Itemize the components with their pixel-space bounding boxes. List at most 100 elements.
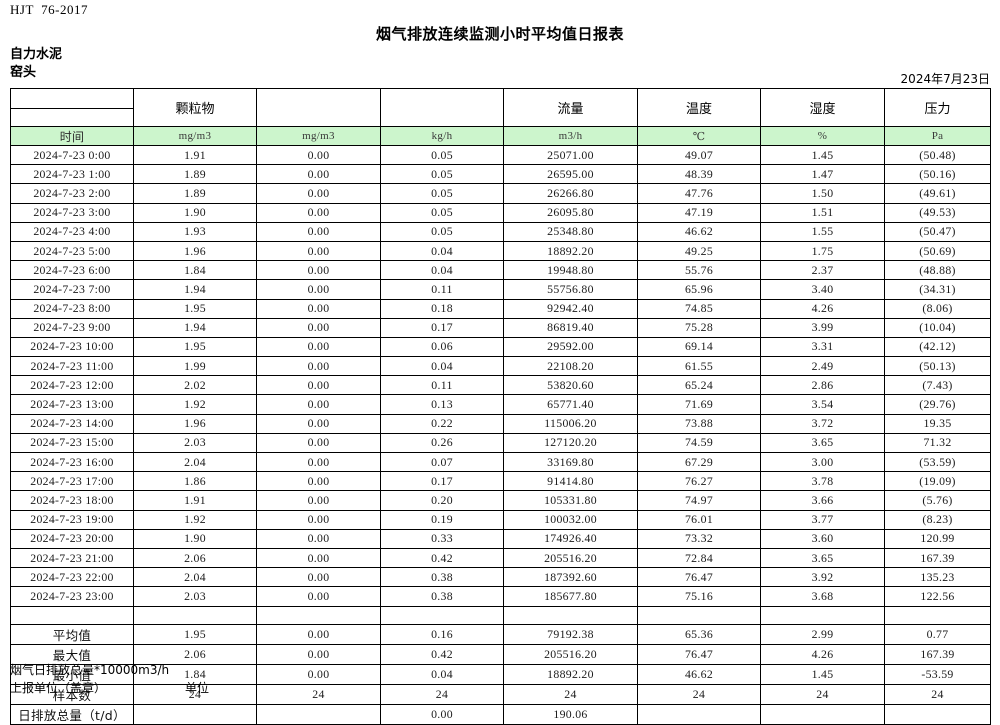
- cell-humidity: 3.72: [760, 413, 885, 434]
- header-unit-time: 时间: [10, 126, 134, 146]
- cell-c2: 0.00: [256, 221, 381, 242]
- cell-c2: 0.00: [256, 490, 381, 511]
- cell-c3: 0.11: [380, 279, 504, 300]
- cell-time: 2024-7-23 8:00: [10, 298, 134, 319]
- cell-c2: 0.00: [256, 164, 381, 185]
- cell-temperature: 65.24: [637, 375, 761, 396]
- daily-total-cell-c1: [133, 703, 257, 725]
- spacer-cell: [884, 605, 991, 625]
- table-row: 2024-7-23 4:00 1.93 0.00 0.05 25348.80 46.62 1…: [10, 221, 991, 242]
- cell-humidity: 3.78: [760, 471, 885, 492]
- cell-c1: 1.91: [133, 144, 257, 166]
- cell-pressure: (49.61): [884, 183, 991, 204]
- cell-time: 2024-7-23 7:00: [10, 279, 134, 300]
- cell-c2: 0.00: [256, 509, 381, 530]
- cell-flow: 65771.40: [503, 394, 638, 415]
- header-row-blank-top: 颗粒物 流量 温度 湿度 压力: [10, 88, 991, 127]
- cell-c2: 0.00: [256, 356, 381, 377]
- cell-c2: 0.00: [256, 471, 381, 492]
- cell-pressure: (34.31): [884, 279, 991, 300]
- cell-flow: 33169.80: [503, 451, 638, 473]
- cell-c1: 2.03: [133, 432, 257, 454]
- spacer-cell: [10, 605, 134, 625]
- header-cell-time-blank-bottom: [10, 108, 134, 127]
- cell-c1: 1.90: [133, 202, 257, 223]
- cell-temperature: 76.01: [637, 509, 761, 530]
- cell-c1: 1.93: [133, 221, 257, 242]
- cell-pressure: 71.32: [884, 432, 991, 454]
- cell-c3: 0.17: [380, 471, 504, 492]
- summary-cell-pressure: 24: [884, 683, 991, 705]
- header-unit-c2: mg/m3: [256, 126, 381, 146]
- header-unit-c1: mg/m3: [133, 126, 257, 146]
- table-row: 2024-7-23 14:00 1.96 0.00 0.22 115006.20 73.8…: [10, 413, 991, 434]
- cell-flow: 26095.80: [503, 202, 638, 223]
- cell-temperature: 69.14: [637, 336, 761, 358]
- cell-flow: 53820.60: [503, 375, 638, 396]
- cell-c3: 0.06: [380, 336, 504, 358]
- cell-flow: 25348.80: [503, 221, 638, 242]
- cell-temperature: 46.62: [637, 221, 761, 242]
- summary-cell-pressure: 167.39: [884, 643, 991, 665]
- summary-cell-temperature: 46.62: [637, 663, 761, 685]
- cell-humidity: 3.77: [760, 509, 885, 530]
- cell-humidity: 3.65: [760, 547, 885, 569]
- summary-cell-humidity: 1.45: [760, 663, 885, 685]
- cell-flow: 29592.00: [503, 336, 638, 358]
- daily-total-row: 日排放总量（t/d） 0.00 190.06: [10, 703, 991, 725]
- summary-cell-humidity: 4.26: [760, 643, 885, 665]
- cell-flow: 26266.80: [503, 183, 638, 204]
- cell-time: 2024-7-23 11:00: [10, 356, 134, 377]
- cell-flow: 18892.20: [503, 240, 638, 262]
- cell-temperature: 55.76: [637, 260, 761, 281]
- report-table-container: 颗粒物 流量 温度 湿度 压力 时间 mg/m3 mg/m3 kg/h m3/h: [10, 88, 991, 725]
- cell-flow: 205516.20: [503, 547, 638, 569]
- cell-c2: 0.00: [256, 317, 381, 338]
- cell-c3: 0.22: [380, 413, 504, 434]
- cell-c1: 1.86: [133, 471, 257, 492]
- cell-humidity: 1.51: [760, 202, 885, 223]
- cell-c1: 1.99: [133, 356, 257, 377]
- cell-temperature: 76.27: [637, 471, 761, 492]
- spacer-cell: [637, 605, 761, 625]
- cell-temperature: 73.32: [637, 528, 761, 549]
- cell-temperature: 72.84: [637, 547, 761, 569]
- cell-c3: 0.13: [380, 394, 504, 415]
- cell-temperature: 67.29: [637, 451, 761, 473]
- header-group-temperature: 温度: [637, 88, 761, 127]
- table-body: 2024-7-23 0:00 1.91 0.00 0.05 25071.00 49.07 1…: [10, 144, 991, 725]
- header-unit-c3: kg/h: [380, 126, 504, 146]
- cell-c1: 1.90: [133, 528, 257, 549]
- cell-temperature: 48.39: [637, 164, 761, 185]
- cell-time: 2024-7-23 12:00: [10, 375, 134, 396]
- cell-humidity: 1.45: [760, 144, 885, 166]
- cell-humidity: 2.49: [760, 356, 885, 377]
- cell-c2: 0.00: [256, 202, 381, 223]
- table-row: 2024-7-23 1:00 1.89 0.00 0.05 26595.00 48.39 1…: [10, 164, 991, 185]
- cell-temperature: 74.59: [637, 432, 761, 454]
- summary-label: 平均值: [10, 623, 134, 645]
- table-row: 2024-7-23 19:00 1.92 0.00 0.19 100032.00 76.0…: [10, 509, 991, 530]
- cell-c3: 0.05: [380, 221, 504, 242]
- cell-pressure: (50.16): [884, 164, 991, 185]
- standard-code: HJT 76-2017: [10, 2, 88, 17]
- summary-cell-temperature: 24: [637, 683, 761, 705]
- summary-row: 最大值 2.06 0.00 0.42 205516.20 76.47 4.26 167.39: [10, 643, 991, 665]
- summary-row: 平均值 1.95 0.00 0.16 79192.38 65.36 2.99 0.77: [10, 623, 991, 645]
- cell-pressure: (5.76): [884, 490, 991, 511]
- cell-time: 2024-7-23 10:00: [10, 336, 134, 358]
- cell-pressure: 120.99: [884, 528, 991, 549]
- table-row: 2024-7-23 21:00 2.06 0.00 0.42 205516.20 72.8…: [10, 547, 991, 569]
- header-unit-pressure: Pa: [884, 126, 991, 146]
- cell-time: 2024-7-23 18:00: [10, 490, 134, 511]
- cell-c1: 1.89: [133, 164, 257, 185]
- cell-humidity: 2.37: [760, 260, 885, 281]
- summary-cell-flow: 18892.20: [503, 663, 638, 685]
- cell-c2: 0.00: [256, 240, 381, 262]
- summary-cell-humidity: 2.99: [760, 623, 885, 645]
- cell-c3: 0.26: [380, 432, 504, 454]
- cell-time: 2024-7-23 2:00: [10, 183, 134, 204]
- table-header: 颗粒物 流量 温度 湿度 压力 时间 mg/m3 mg/m3 kg/h m3/h: [10, 88, 991, 146]
- cell-time: 2024-7-23 19:00: [10, 509, 134, 530]
- cell-c1: 1.95: [133, 298, 257, 319]
